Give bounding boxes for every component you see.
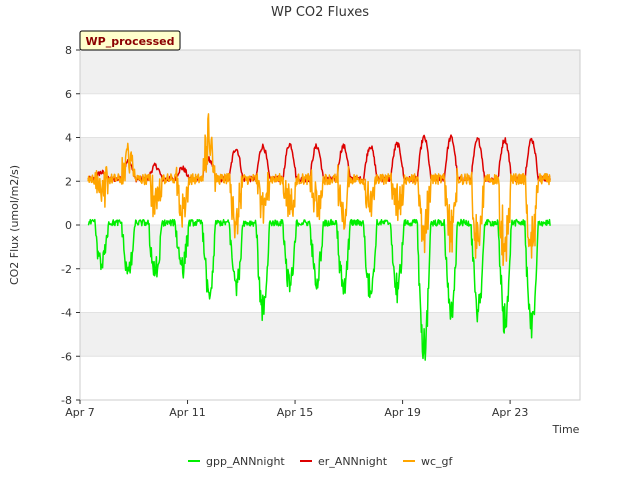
y-tick-label: 2 xyxy=(65,175,72,188)
y-axis-label: CO2 Flux (umol/m2/s) xyxy=(8,165,21,285)
legend-label-gpp_ANNnight: gpp_ANNnight xyxy=(206,455,285,468)
x-tick-label: Apr 23 xyxy=(492,406,529,419)
series-layer xyxy=(87,113,551,361)
x-axis-label: Time xyxy=(552,423,580,436)
background-band xyxy=(80,137,580,182)
x-tick-label: Apr 11 xyxy=(169,406,206,419)
y-tick-label: 6 xyxy=(65,88,72,101)
y-tick-label: -4 xyxy=(61,307,72,320)
y-tick-label: 0 xyxy=(65,219,72,232)
background-bands xyxy=(80,50,580,357)
series-line-gpp_ANNnight xyxy=(87,218,551,361)
badge-text: WP_processed xyxy=(86,35,175,48)
x-axis-ticks: Apr 7 Apr 11 Apr 15 Apr 19 Apr 23 xyxy=(65,400,528,419)
legend: gpp_ANNnight er_ANNnight wc_gf xyxy=(188,455,454,468)
background-band xyxy=(80,50,580,94)
background-band xyxy=(80,312,580,357)
chart-title: WP CO2 Fluxes xyxy=(271,5,369,20)
legend-label-er_ANNnight: er_ANNnight xyxy=(318,455,388,468)
y-axis-ticks: -8 -6 -4 -2 0 2 4 6 8 xyxy=(61,44,80,407)
background-band xyxy=(80,225,580,269)
badge: WP_processed xyxy=(79,30,181,51)
y-tick-label: 4 xyxy=(65,132,72,145)
y-tick-label: -8 xyxy=(61,394,72,407)
legend-label-wc_gf: wc_gf xyxy=(421,455,454,468)
y-tick-label: 8 xyxy=(65,44,72,57)
series-line-wc_gf xyxy=(87,113,551,267)
x-tick-label: Apr 15 xyxy=(277,406,314,419)
x-tick-label: Apr 19 xyxy=(384,406,421,419)
y-tick-label: -6 xyxy=(61,350,72,363)
y-tick-label: -2 xyxy=(61,263,72,276)
x-tick-label: Apr 7 xyxy=(65,406,95,419)
